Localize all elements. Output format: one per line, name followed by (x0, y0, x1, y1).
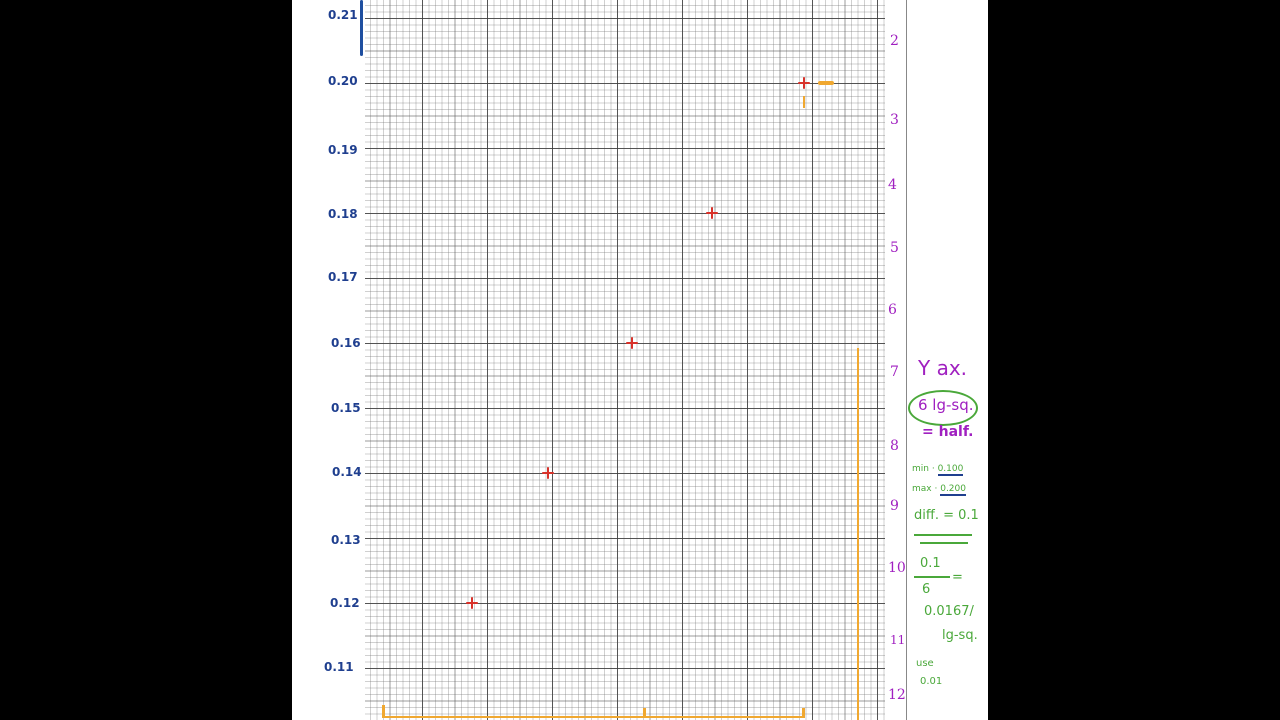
graph-grid (365, 0, 885, 720)
y-tick-label: 0.21 (328, 8, 358, 22)
y-tick-label: 0.16 (331, 336, 361, 350)
note-circle (908, 390, 978, 426)
y-tick-label: 0.14 (332, 465, 362, 479)
orange-bracket-tick (643, 708, 646, 718)
graph-paper-page: 0.21 0.20 0.19 0.18 0.17 0.16 0.15 0.14 … (292, 0, 988, 720)
y-tick-label: 0.15 (331, 401, 361, 415)
y-tick-label: 0.18 (328, 207, 358, 221)
row-number: 5 (890, 240, 899, 256)
note-double-underline (920, 542, 968, 544)
note-use: use (916, 658, 934, 669)
row-number: 9 (890, 498, 899, 514)
note-min-label: min · (912, 464, 935, 474)
note-result: 0.0167/ (924, 604, 974, 619)
row-number: 10 (888, 560, 906, 576)
note-fraction-bar (914, 576, 950, 578)
note-min-value: 0.100 (937, 464, 964, 476)
data-point-cross (706, 207, 718, 219)
orange-dash-mark (818, 81, 834, 85)
row-number: 8 (890, 438, 899, 454)
row-number: 6 (888, 302, 897, 318)
data-point-cross (798, 77, 810, 89)
y-tick-label: 0.17 (328, 270, 358, 284)
row-number: 7 (890, 364, 899, 380)
note-fraction-numerator: 0.1 (920, 556, 941, 571)
row-number: 2 (890, 33, 899, 49)
note-half: = half. (922, 424, 974, 440)
orange-tick-mark (803, 96, 805, 108)
y-tick-label: 0.19 (328, 143, 358, 157)
orange-bracket-line (383, 716, 805, 718)
y-axis-top-mark (360, 0, 363, 56)
row-number: 4 (888, 177, 897, 193)
note-fraction-equals: = (952, 570, 963, 585)
note-large-squares: 6 lg-sq. (918, 396, 974, 414)
note-difference: diff. = 0.1 (914, 508, 979, 523)
note-max-value: 0.200 (940, 484, 966, 496)
note-double-underline (914, 534, 972, 536)
row-number: 11 (890, 633, 906, 647)
note-fraction-denominator: 6 (922, 582, 931, 597)
orange-bracket-tick (382, 705, 385, 718)
y-tick-label: 0.13 (331, 533, 361, 547)
y-tick-label: 0.20 (328, 74, 358, 88)
note-max: max · 0.200 (912, 484, 966, 496)
data-point-cross (542, 467, 554, 479)
y-tick-label: 0.12 (330, 596, 360, 610)
data-point-cross (466, 597, 478, 609)
data-point-cross (626, 337, 638, 349)
note-result-unit: lg-sq. (942, 628, 978, 643)
note-min: min · 0.100 (912, 464, 964, 476)
note-use-value: 0.01 (920, 676, 943, 687)
right-margin-line (906, 0, 907, 720)
note-y-axis: Y ax. (918, 356, 968, 380)
row-number: 3 (890, 112, 899, 128)
note-max-label: max · (912, 484, 938, 494)
y-tick-label: 0.11 (324, 660, 354, 674)
row-number: 12 (888, 687, 906, 703)
orange-vertical-line (857, 348, 859, 720)
orange-bracket-tick (802, 708, 805, 718)
